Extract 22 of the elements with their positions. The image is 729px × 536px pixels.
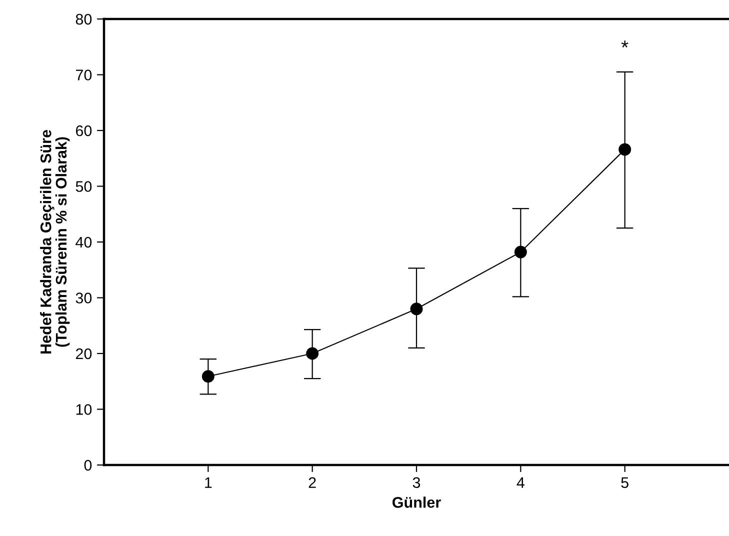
y-tick-label: 80 bbox=[76, 14, 92, 25]
y-tick-label: 60 bbox=[76, 125, 92, 136]
x-axis-title: Günler bbox=[392, 496, 441, 508]
y-tick-label: 30 bbox=[76, 292, 92, 304]
point bbox=[306, 347, 319, 360]
annotation: * bbox=[621, 40, 628, 48]
y-tick-label: 20 bbox=[76, 348, 92, 360]
y-tick-label: 50 bbox=[76, 181, 92, 192]
point bbox=[514, 246, 527, 258]
point bbox=[618, 143, 632, 156]
y-tick-label: 0 bbox=[84, 460, 92, 471]
point bbox=[202, 370, 214, 383]
y-axis-title: Hedef Kadranda Geçirilen Süre (Toplam Sürenin % si Olarak) bbox=[40, 130, 70, 354]
x-tick-label: 4 bbox=[516, 477, 524, 488]
y-tick-label: 40 bbox=[76, 236, 92, 248]
x-tick-label: 3 bbox=[412, 477, 420, 488]
x-tick-label: 2 bbox=[308, 477, 316, 488]
point bbox=[410, 302, 423, 316]
x-tick-label: 1 bbox=[205, 477, 212, 488]
y-tick-label: 70 bbox=[76, 70, 92, 80]
y-tick-label: 10 bbox=[76, 404, 92, 415]
x-tick-label: 5 bbox=[621, 477, 628, 488]
